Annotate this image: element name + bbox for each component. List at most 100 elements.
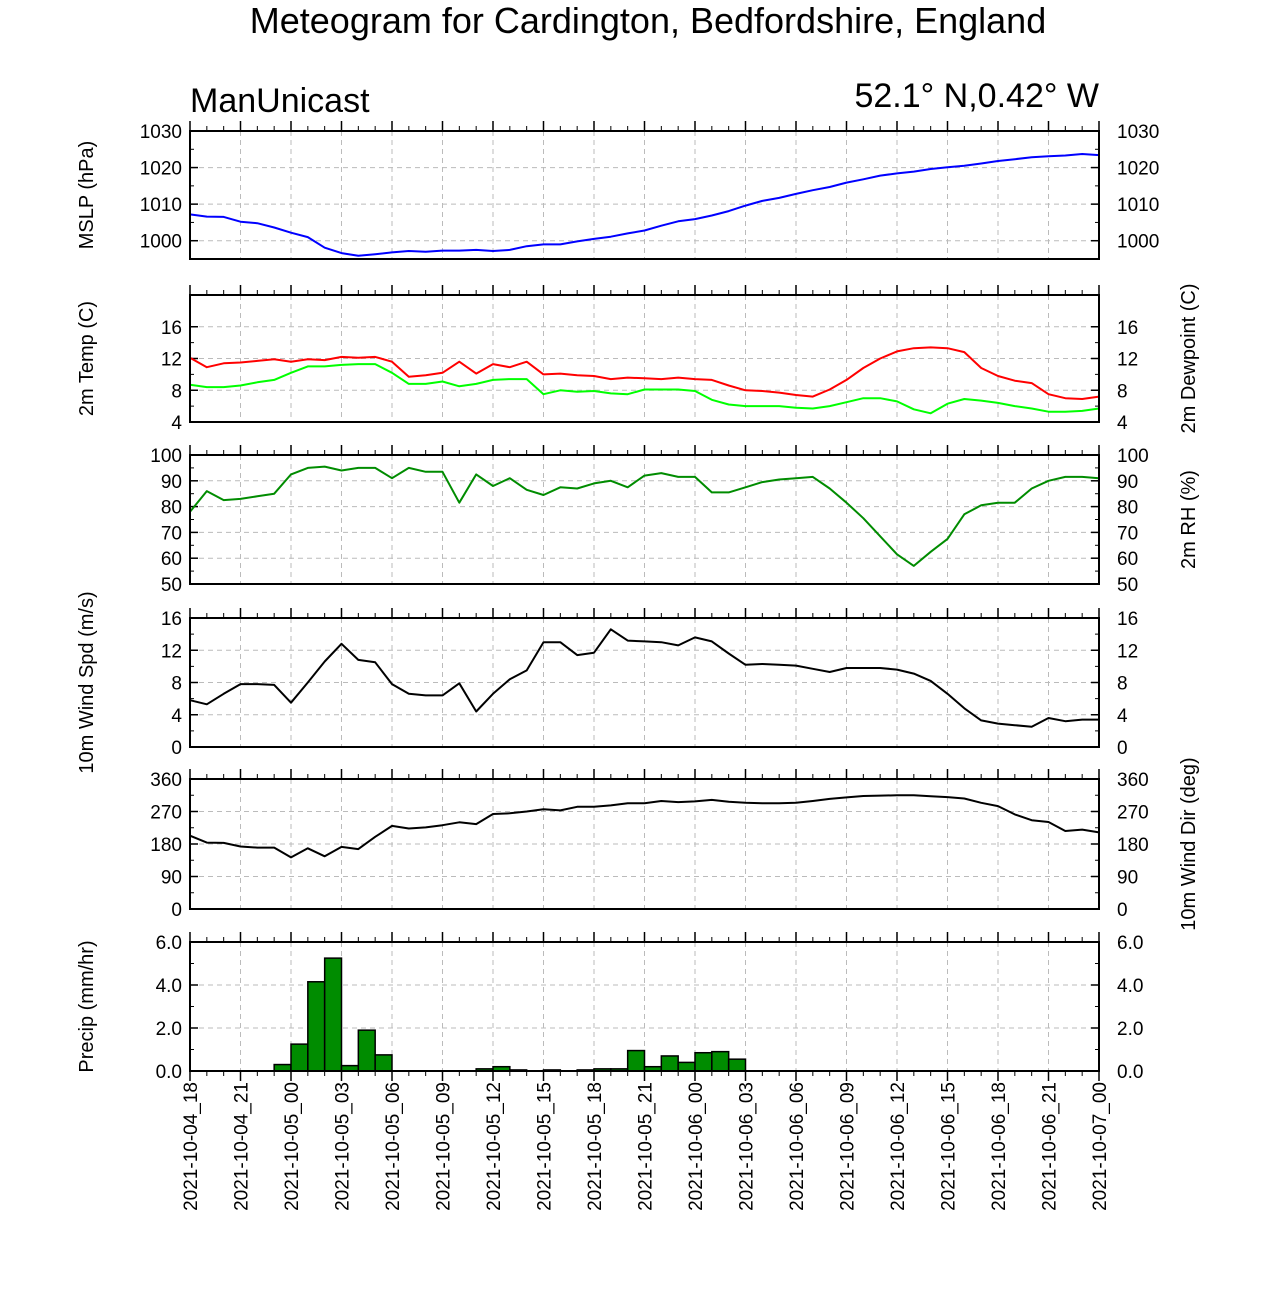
chart-title: Meteogram for Cardington, Bedfordshire, … [250, 0, 1046, 41]
model-label: ManUnicast [190, 82, 370, 120]
y-tick-label-left: 60 [161, 549, 182, 570]
panel-temp: 4 4 8 8 12 12 16 16 2m Temp (C) 2m Dewpoint (C) [76, 283, 1200, 434]
y-axis-label-left: Precip (mm/hr) [76, 940, 98, 1072]
y-tick-label-left: 90 [161, 868, 182, 889]
y-tick-label-right: 180 [1117, 835, 1149, 856]
panel-wdir: 0 0 90 90 180 180 270 270 360 360 10m Wind Dir (de… [150, 757, 1200, 930]
panel-frame [189, 294, 1100, 423]
y-tick-label-left: 1030 [140, 122, 182, 143]
y-tick-label-right: 12 [1117, 350, 1138, 371]
location-label: 52.1° N,0.42° W [854, 77, 1099, 115]
x-tick-label: 2021-10-06_06 [787, 1082, 808, 1211]
x-tick-label: 2021-10-04_21 [232, 1082, 253, 1211]
y-tick-label-right: 70 [1117, 523, 1138, 544]
y-tick-label-right: 1010 [1117, 195, 1159, 216]
precip-bar [694, 1051, 713, 1072]
precip-bar [374, 1054, 393, 1072]
y-tick-label-right: 80 [1117, 498, 1138, 519]
panel-frame [189, 130, 1100, 260]
y-tick-label-left: 90 [161, 472, 182, 493]
y-tick-label-left: 6.0 [156, 933, 182, 954]
panel-frame [189, 454, 1100, 585]
y-tick-label-right: 12 [1117, 641, 1138, 662]
precip-bar [727, 1058, 747, 1072]
precip-bar [307, 981, 326, 1072]
x-tick-label: 2021-10-04_18 [181, 1082, 202, 1211]
x-tick-label: 2021-10-06_21 [1040, 1082, 1061, 1211]
precip-bar [677, 1061, 696, 1072]
y-tick-label-right: 270 [1117, 803, 1149, 824]
y-tick-label-right: 16 [1117, 318, 1138, 339]
wspd-series-line-0 [189, 628, 1099, 728]
x-tick-label: 2021-10-06_15 [939, 1082, 960, 1211]
panel-precip: 0.0 0.0 2.0 2.0 4.0 4.0 6.0 6.0 Precip (mm/hr) [76, 932, 1143, 1083]
x-tick-label: 2021-10-06_12 [888, 1082, 909, 1211]
y-tick-label-right: 4.0 [1117, 976, 1143, 997]
y-tick-label-right: 1020 [1117, 159, 1159, 180]
y-tick-label-left: 16 [161, 609, 182, 630]
y-tick-label-right: 16 [1117, 609, 1138, 630]
y-tick-label-left: 1010 [140, 195, 182, 216]
y-axis-label-left: 10m Wind Spd (m/s) [76, 591, 98, 773]
precip-bar [323, 957, 343, 1072]
y-tick-label-left: 2.0 [156, 1019, 182, 1040]
y-tick-label-right: 50 [1117, 575, 1138, 596]
y-tick-label-right: 6.0 [1117, 933, 1143, 954]
y-tick-label-left: 100 [150, 446, 182, 467]
y-tick-label-right: 0 [1117, 900, 1128, 921]
y-axis-label-right: 2m RH (%) [1178, 470, 1200, 569]
rh-series-line-0 [189, 465, 1100, 567]
y-tick-label-left: 50 [161, 575, 182, 596]
y-tick-label-right: 90 [1117, 472, 1138, 493]
y-tick-label-right: 1030 [1117, 122, 1159, 143]
precip-bar [660, 1055, 679, 1072]
y-tick-label-right: 1000 [1117, 232, 1159, 253]
panel-wspd: 0 0 4 4 8 8 12 12 16 16 10m Wind Spd (m/s) [76, 591, 1138, 773]
y-axis-label-right: 10m Wind Dir (deg) [1178, 757, 1200, 930]
y-axis-label-left: 2m Temp (C) [76, 301, 98, 416]
x-tick-label: 2021-10-05_03 [333, 1082, 354, 1211]
y-tick-label-left: 70 [161, 523, 182, 544]
temp-series-line-1 [189, 363, 1100, 415]
temp-series-line-0 [189, 346, 1100, 400]
panel-mslp: 1000 1000 1010 1010 1020 1020 1030 1030 MSLP (hP… [76, 121, 1159, 260]
y-tick-label-right: 100 [1117, 446, 1149, 467]
y-axis-label-left: MSLP (hPa) [76, 141, 98, 250]
x-tick-label: 2021-10-06_09 [838, 1082, 859, 1211]
x-tick-label: 2021-10-07_00 [1090, 1082, 1111, 1211]
y-tick-label-left: 360 [150, 770, 182, 791]
x-tick-label: 2021-10-05_12 [484, 1082, 505, 1211]
y-tick-label-left: 4.0 [156, 976, 182, 997]
x-axis-labels: 2021-10-04_18 2021-10-04_21 2021-10-05_00 2… [181, 1082, 1111, 1211]
y-tick-label-right: 360 [1117, 770, 1149, 791]
y-tick-label-left: 4 [171, 706, 182, 727]
y-tick-label-right: 2.0 [1117, 1019, 1143, 1040]
y-tick-label-left: 8 [171, 674, 182, 695]
y-tick-label-left: 16 [161, 318, 182, 339]
y-axis-label-right: 2m Dewpoint (C) [1178, 283, 1200, 433]
y-tick-label-left: 80 [161, 498, 182, 519]
precip-bar [357, 1029, 376, 1072]
y-tick-label-right: 0 [1117, 738, 1128, 759]
wdir-series-line-0 [189, 794, 1100, 859]
x-tick-label: 2021-10-05_15 [535, 1082, 556, 1211]
y-tick-label-left: 8 [171, 381, 182, 402]
y-tick-label-right: 4 [1117, 413, 1128, 434]
y-tick-label-right: 8 [1117, 381, 1128, 402]
y-tick-label-right: 4 [1117, 706, 1128, 727]
precip-bar [626, 1049, 646, 1072]
panel-frame [189, 617, 1100, 748]
y-tick-label-right: 0.0 [1117, 1062, 1143, 1083]
y-tick-label-right: 60 [1117, 549, 1138, 570]
x-tick-label: 2021-10-06_03 [737, 1082, 758, 1211]
x-tick-label: 2021-10-06_18 [989, 1082, 1010, 1211]
y-tick-label-left: 0.0 [156, 1062, 182, 1083]
y-tick-label-left: 4 [171, 413, 182, 434]
y-tick-label-right: 90 [1117, 868, 1138, 889]
x-tick-label: 2021-10-05_21 [636, 1082, 657, 1211]
y-tick-label-left: 1020 [140, 159, 182, 180]
y-tick-label-left: 0 [171, 900, 182, 921]
mslp-series-line-0 [189, 153, 1100, 257]
y-tick-label-left: 270 [150, 803, 182, 824]
